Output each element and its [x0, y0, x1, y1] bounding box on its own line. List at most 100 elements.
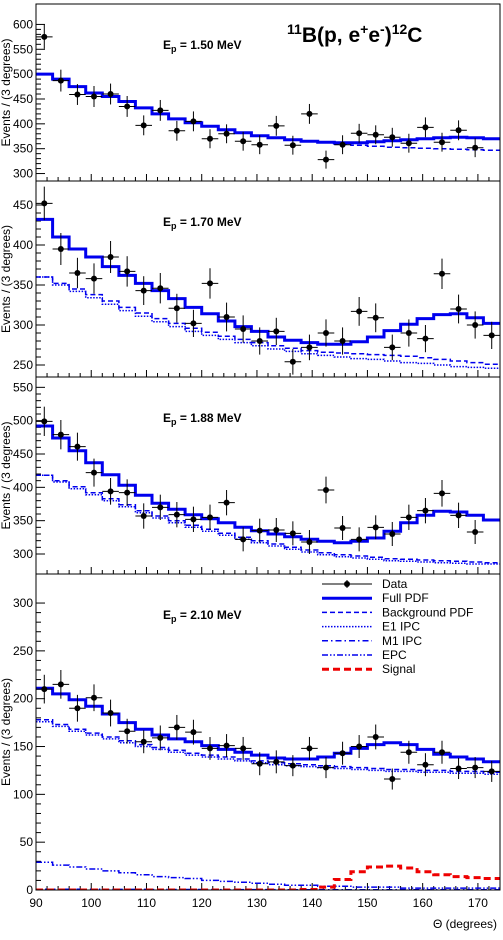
data-marker: [306, 344, 313, 351]
data-marker: [339, 338, 346, 344]
signal-curve: [36, 864, 500, 890]
y-tick-label: 400: [13, 480, 33, 494]
data-marker: [372, 733, 379, 740]
legend-label: Data: [382, 577, 408, 591]
data-point: [118, 479, 136, 506]
data-marker: [124, 728, 131, 735]
energy-label-sub: p: [171, 614, 177, 624]
data-point: [168, 293, 186, 323]
y-tick-label: 300: [13, 167, 33, 181]
data-point: [218, 124, 235, 144]
data-point: [102, 699, 119, 727]
data-point: [268, 317, 285, 345]
panel-4: 0 50 100 150 200 250 300 Ep = 2.10 MeV Events / …: [0, 573, 501, 897]
title-close: ): [385, 24, 392, 47]
data-point: [400, 319, 418, 347]
energy-label-e: E: [163, 411, 171, 425]
title-b: B(p, e: [302, 24, 360, 47]
y-tick-label: 500: [13, 67, 33, 81]
data-marker: [306, 110, 313, 117]
data-marker: [273, 758, 280, 765]
y-tick-label: 350: [13, 142, 33, 156]
y-tick-label: 100: [13, 787, 33, 801]
x-tick-label: 150: [357, 896, 377, 910]
data-marker: [372, 524, 379, 531]
data-marker: [356, 308, 363, 315]
data-marker: [339, 141, 346, 148]
data-point: [317, 319, 335, 347]
panel-curves: [36, 24, 500, 169]
data-point: [417, 325, 434, 353]
x-tick-label: 170: [468, 896, 488, 910]
data-point: [284, 755, 302, 777]
epc-curve: [36, 861, 500, 889]
data-marker: [57, 681, 64, 688]
data-point: [152, 273, 169, 304]
data-point: [400, 133, 418, 153]
y-tick-label: 400: [13, 117, 33, 131]
legend-label: Background PDF: [382, 605, 473, 619]
background-pdf-curve: [36, 718, 500, 774]
full-pdf-curve: [36, 72, 500, 145]
panel-2: 250 300 350 400 450 Ep = 1.70 MeV Events / (3 …: [0, 180, 501, 378]
data-point: [251, 752, 268, 776]
data-marker: [356, 536, 363, 543]
data-point: [367, 515, 384, 540]
data-point: [168, 120, 186, 141]
data-point: [152, 99, 169, 121]
data-marker: [422, 507, 429, 514]
data-marker: [256, 338, 263, 344]
data-point: [334, 741, 351, 765]
y-tick-label: 450: [13, 447, 33, 461]
data-marker: [157, 504, 164, 511]
data-point: [218, 302, 235, 332]
legend-item-full: Full PDF: [322, 591, 429, 605]
data-point: [218, 734, 235, 758]
data-point: [466, 311, 484, 339]
legend-label: Full PDF: [382, 591, 429, 605]
data-marker: [372, 314, 379, 321]
data-marker: [173, 724, 180, 731]
data-point: [69, 84, 86, 105]
data-point: [417, 117, 434, 138]
data-marker: [140, 287, 147, 294]
data-marker: [306, 745, 313, 752]
data-point: [185, 506, 202, 532]
energy-label-value: = 2.10 MeV: [177, 608, 242, 622]
data-point: [350, 527, 368, 552]
legend-item-bkg: Background PDF: [322, 605, 473, 619]
energy-label: Ep = 1.50 MeV: [163, 38, 242, 54]
data-point: [52, 69, 70, 92]
data-marker: [405, 330, 412, 336]
data-point: [301, 530, 318, 554]
data-point: [417, 753, 434, 777]
data-marker: [41, 200, 48, 207]
title-plus: +: [360, 21, 368, 37]
y-tick-label: 450: [13, 198, 33, 212]
energy-label: Ep = 2.10 MeV: [163, 608, 242, 624]
data-marker: [339, 750, 346, 757]
data-point: [483, 760, 500, 782]
data-point: [135, 276, 152, 305]
energy-label-e: E: [163, 215, 171, 229]
y-tick-label: 600: [13, 17, 33, 31]
data-point: [417, 498, 434, 524]
legend-item-data: Data: [322, 577, 408, 591]
data-marker: [223, 499, 230, 506]
data-marker: [455, 127, 462, 134]
data-marker: [107, 254, 114, 260]
data-point: [301, 334, 318, 361]
y-tick-label: 300: [13, 596, 33, 610]
y-axis-label: Events / (3 degrees): [0, 225, 13, 333]
data-marker: [439, 270, 445, 277]
data-marker: [41, 418, 48, 425]
data-point: [201, 129, 219, 149]
data-marker: [41, 686, 48, 693]
data-point: [69, 694, 86, 722]
y-tick-label: 400: [13, 238, 33, 252]
data-point: [466, 520, 484, 544]
data-point: [367, 125, 384, 145]
data-point: [450, 120, 467, 141]
